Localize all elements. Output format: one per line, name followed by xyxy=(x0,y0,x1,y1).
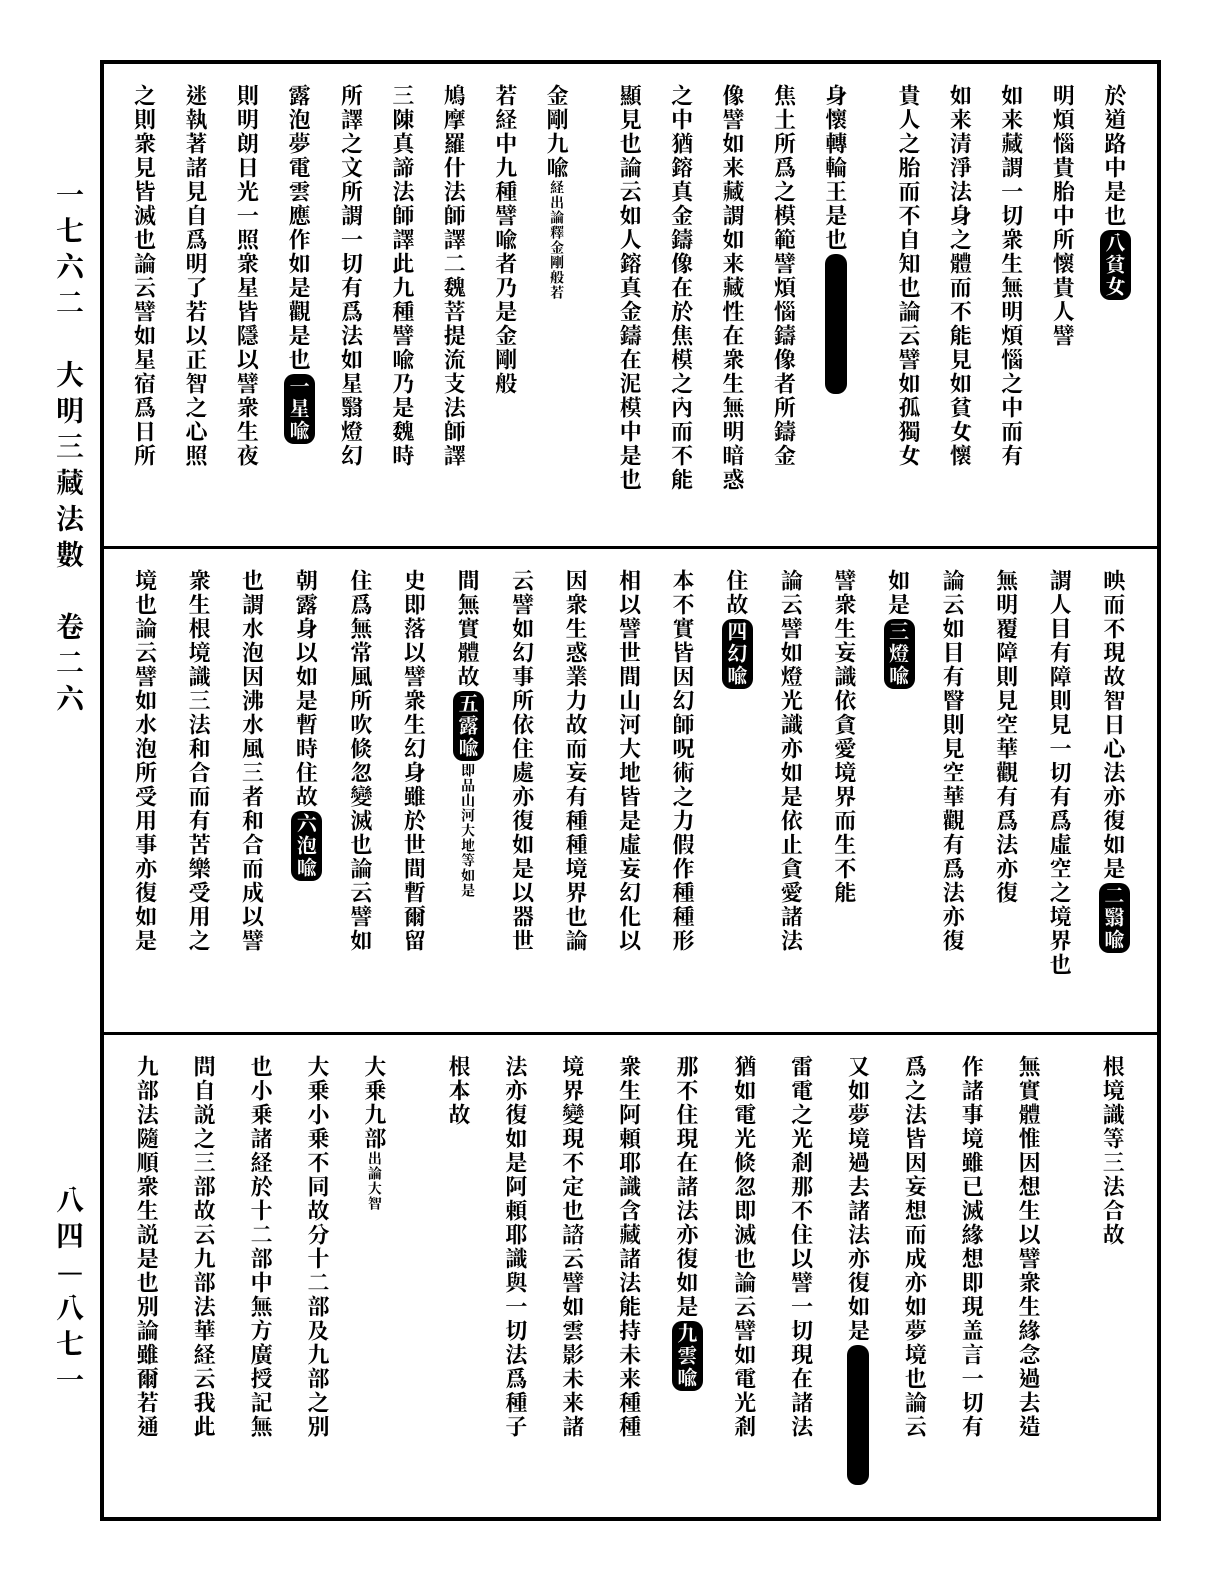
text-column: 本不實皆因幻師呪術之力假作種種形 xyxy=(668,569,698,1011)
text-segment: 朝露身以如是暫時住故 xyxy=(291,569,322,809)
margin-title: 一七六二 大明三藏法數 卷二六 xyxy=(50,180,90,720)
text-column: 雷電之光剎那不住以譬一切現在諸法 xyxy=(787,1055,817,1497)
text-segment: 於道路中是也 xyxy=(1100,84,1131,228)
text-column: 如是三燈喩 xyxy=(884,569,915,1011)
text-column: 相以譬世間山河大地皆是虛妄幻化以 xyxy=(615,569,645,1011)
panel-top: 於道路中是也八貧女明煩惱貴胎中所懷貴人譬如来藏謂一切衆生無明煩惱之中而有如来清淨… xyxy=(104,64,1157,549)
section-label: 三燈喩 xyxy=(884,619,915,689)
text-column: 無實體惟因想生以譬衆生緣念過去造 xyxy=(1014,1055,1044,1497)
text-column: 根本故 xyxy=(444,1055,474,1497)
section-label: 出論大智 xyxy=(365,1151,385,1211)
text-column: 於道路中是也八貧女 xyxy=(1100,84,1131,526)
text-column: 住爲無常風所吹倐忽變滅也論云譬如 xyxy=(346,569,376,1011)
text-column: 境界變現不定也諮云譬如雲影未来諸 xyxy=(558,1055,588,1497)
panel-middle: 映而不現故智日心法亦復如是二翳喩謂人目有障則見一切有爲虛空之境界也無明覆障則見空… xyxy=(104,549,1157,1034)
section-label: 五露喩 xyxy=(453,691,484,761)
text-column: 若経中九種譬喩者乃是金剛般 xyxy=(491,84,521,526)
text-column: 朝露身以如是暫時住故六泡喩 xyxy=(291,569,322,1011)
text-column: 間無實體故五露喩即品山河大地等如是 xyxy=(453,569,484,1011)
text-column: 貴人之胎而不自知也論云譬如孤獨女 xyxy=(894,84,924,526)
text-segment: 那不住現在諸法亦復如是 xyxy=(672,1055,703,1319)
text-column: 如来清淨法身之體而不能見如貧女懷 xyxy=(946,84,976,526)
section-label: 一星喩 xyxy=(284,374,315,444)
text-segment: 住故 xyxy=(722,569,753,617)
text-column: 顯見也論云如人鎔真金鑄在泥模中是也 xyxy=(616,84,646,526)
section-label: 六泡喩 xyxy=(291,811,322,881)
text-column: 之則衆見皆滅也論云譬如星宿爲日所 xyxy=(130,84,160,526)
page: 一七六二 大明三藏法數 卷二六 八四—八七一 於道路中是也八貧女明煩惱貴胎中所懷… xyxy=(0,0,1211,1581)
text-column: 法亦復如是阿頼耶識與一切法爲種子 xyxy=(501,1055,531,1497)
text-segment: 又如夢境過去諸法亦復如是 xyxy=(843,1055,874,1343)
text-column: 又如夢境過去諸法亦復如是 xyxy=(844,1055,874,1497)
text-column: 史即落以譬衆生幻身雖於世間暫爾留 xyxy=(400,569,430,1011)
text-column: 大乗小乗不同故分十二部及九部之別 xyxy=(303,1055,333,1497)
text-column: 境也論云譬如水泡所受用事亦復如是 xyxy=(131,569,161,1011)
text-column: 那不住現在諸法亦復如是九雲喩 xyxy=(672,1055,703,1497)
section-label xyxy=(825,254,847,394)
margin-page-number: 八四—八七一 xyxy=(50,1185,90,1401)
text-column: 露泡夢電雲應作如是觀是也一星喩 xyxy=(284,84,315,526)
text-column: 譬衆生妄識依貪愛境界而生不能 xyxy=(830,569,860,1011)
text-column: 如来藏謂一切衆生無明煩惱之中而有 xyxy=(997,84,1027,526)
text-column: 三陳真諦法師譯此九種譬喩乃是魏時 xyxy=(388,84,418,526)
text-column: 像譬如来藏謂如来藏性在衆生無明暗惑 xyxy=(718,84,748,526)
text-column: 也謂水泡因沸水風三者和合而成以譬 xyxy=(238,569,268,1011)
text-column: 所譯之文所謂一切有爲法如星翳燈幻 xyxy=(337,84,367,526)
text-column: 論云譬如燈光識亦如是依止貪愛諸法 xyxy=(777,569,807,1011)
section-label: 九雲喩 xyxy=(672,1321,703,1391)
text-column: 謂人目有障則見一切有爲虛空之境界也 xyxy=(1045,569,1075,1011)
text-segment: 間無實體故 xyxy=(453,569,484,689)
text-column: 作諸事境雖已滅緣想即現盖言一切有 xyxy=(958,1055,988,1497)
text-segment: 身懷轉輪王是也 xyxy=(821,84,852,252)
section-label: 八貧女 xyxy=(1100,230,1131,300)
text-column: 爲之法皆因妄想而成亦如夢境也論云 xyxy=(901,1055,931,1497)
text-column: 衆生阿頼耶識含藏諸法能持未来種種 xyxy=(615,1055,645,1497)
text-column: 根境識等三法合故 xyxy=(1099,1055,1129,1497)
section-label: 四幻喩 xyxy=(722,619,753,689)
text-column: 金剛九喩経出論釋金剛般若 xyxy=(542,84,572,526)
text-column: 映而不現故智日心法亦復如是二翳喩 xyxy=(1099,569,1130,1011)
section-label: 経出論釋金剛般若 xyxy=(547,180,567,300)
text-column: 則明朗日光一照衆星皆隱以譬衆生夜 xyxy=(233,84,263,526)
text-column: 衆生根境識三法和合而有苦樂受用之 xyxy=(184,569,214,1011)
section-label: 二翳喩 xyxy=(1099,883,1130,953)
text-column: 鳩摩羅什法師譯二魏菩提流支法師譯 xyxy=(440,84,470,526)
text-column: 焦土所爲之模範譬煩惱鑄像者所鑄金 xyxy=(770,84,800,526)
text-segment: 大乗九部 xyxy=(360,1055,391,1151)
section-label xyxy=(847,1345,869,1485)
text-column: 明煩惱貴胎中所懷貴人譬 xyxy=(1049,84,1079,526)
panel-bottom: 根境識等三法合故 無實體惟因想生以譬衆生緣念過去造作諸事境雖已滅緣想即現盖言一切有… xyxy=(104,1035,1157,1517)
text-column: 迷執著諸見自爲明了若以正智之心照 xyxy=(181,84,211,526)
text-column: 論云如目有瞖則見空華觀有爲法亦復 xyxy=(938,569,968,1011)
text-column: 云譬如幻事所依住處亦復如是以器世 xyxy=(508,569,538,1011)
text-column: 問自説之三部故云九部法華経云我此 xyxy=(189,1055,219,1497)
text-column: 也小乗諸経於十二部中無方廣授記無 xyxy=(246,1055,276,1497)
text-column: 大乗九部出論大智 xyxy=(360,1055,390,1497)
text-column: 猶如電光倐忽即滅也論云譬如電光剎 xyxy=(730,1055,760,1497)
text-segment: 金剛九喩 xyxy=(542,84,573,180)
annotation-note: 即品山河大地等如是 xyxy=(458,763,478,898)
text-column: 住故四幻喩 xyxy=(722,569,753,1011)
text-segment: 露泡夢電雲應作如是觀是也 xyxy=(284,84,315,372)
text-column: 因衆生惑業力故而妄有種種境界也論 xyxy=(561,569,591,1011)
left-margin: 一七六二 大明三藏法數 卷二六 八四—八七一 xyxy=(40,60,100,1521)
text-column: 之中猶鎔真金鑄像在於焦模之內而不能 xyxy=(667,84,697,526)
text-segment: 映而不現故智日心法亦復如是 xyxy=(1099,569,1130,881)
text-segment: 如是 xyxy=(884,569,915,617)
text-column: 九部法隨順衆生説是也別論雖爾若通 xyxy=(133,1055,163,1497)
text-column: 無明覆障則見空華觀有爲法亦復 xyxy=(992,569,1022,1011)
content-area: 於道路中是也八貧女明煩惱貴胎中所懷貴人譬如来藏謂一切衆生無明煩惱之中而有如来清淨… xyxy=(100,60,1161,1521)
text-column: 身懷轉輪王是也 xyxy=(821,84,851,526)
